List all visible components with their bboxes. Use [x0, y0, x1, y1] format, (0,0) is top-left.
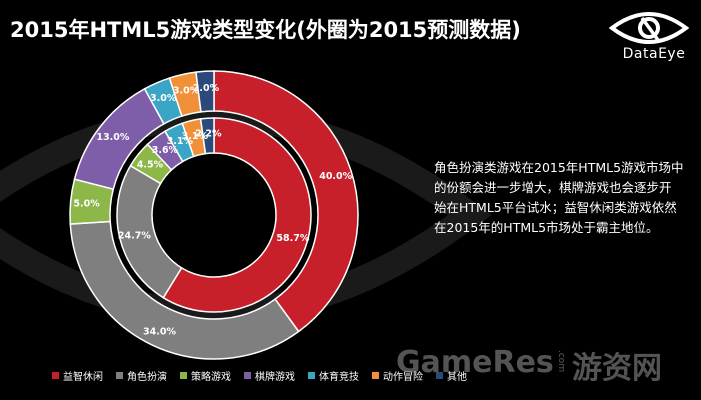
inner-data-label-6: 2.2% [195, 129, 222, 140]
legend-item: 棋牌游戏 [244, 368, 295, 383]
legend-item: 动作冒险 [372, 368, 423, 383]
legend-item: 角色扮演 [116, 368, 167, 383]
eye-logo-icon [608, 12, 690, 44]
legend-swatch [52, 371, 59, 379]
inner-slice-6 [199, 117, 215, 155]
legend-swatch [116, 371, 123, 379]
outer-slice-6 [195, 70, 215, 113]
legend-swatch [436, 371, 443, 379]
outer-data-label-0: 40.0% [319, 171, 352, 182]
legend-item: 体育竞技 [308, 368, 359, 383]
legend-label: 体育竞技 [319, 371, 359, 383]
watermark-com: .com [556, 350, 566, 373]
legend-item: 其他 [436, 368, 467, 383]
legend-label: 策略游戏 [191, 371, 231, 383]
outer-slice-0 [213, 70, 359, 333]
watermark-brand: GameRes [396, 345, 554, 380]
legend-label: 角色扮演 [127, 371, 167, 383]
description-line: 的份额会进一步增大，棋牌游戏也会逐步开 [434, 180, 672, 195]
inner-data-label-2: 4.5% [137, 159, 164, 170]
legend-swatch [372, 371, 379, 379]
legend-label: 棋牌游戏 [255, 371, 295, 383]
legend-swatch [244, 371, 251, 379]
description-line: 角色扮演类游戏在2015年HTML5游戏市场中 [434, 160, 684, 175]
inner-data-label-0: 58.7% [276, 233, 309, 244]
legend-label: 动作冒险 [383, 371, 423, 383]
outer-data-label-2: 5.0% [73, 199, 100, 210]
legend-item: 益智休闲 [52, 368, 103, 383]
description-line: 始在HTML5平台试水；益智休闲类游戏依然 [434, 200, 677, 215]
logo-text: DataEye [622, 46, 686, 62]
inner-data-label-4: 3.1% [167, 136, 194, 147]
page-title: 2015年HTML5游戏类型变化(外圈为2015预测数据) [10, 18, 521, 42]
inner-data-label-3: 3.6% [152, 145, 179, 156]
description-text: 角色扮演类游戏在2015年HTML5游戏市场中 的份额会进一步增大，棋牌游戏也会… [434, 158, 684, 238]
legend-swatch [308, 371, 315, 379]
outer-data-label-3: 13.0% [96, 132, 129, 143]
inner-data-label-1: 24.7% [118, 230, 151, 241]
watermark-cn: 游资网 [572, 351, 662, 386]
chart-legend: 益智休闲 角色扮演 策略游戏 棋牌游戏 体育竞技 动作冒险 其他 [52, 368, 480, 383]
outer-data-label-6: 2.0% [193, 83, 220, 94]
outer-data-label-4: 3.0% [150, 93, 177, 104]
inner-data-label-5: 3.1% [182, 131, 209, 142]
description-line: 在2015年的HTML5市场处于霸主地位。 [434, 220, 659, 235]
outer-data-label-1: 34.0% [143, 326, 176, 337]
legend-swatch [180, 371, 187, 379]
outer-data-label-5: 3.0% [173, 86, 200, 97]
legend-item: 策略游戏 [180, 368, 231, 383]
legend-label: 其他 [447, 371, 467, 383]
inner-slice-0 [162, 117, 312, 313]
legend-label: 益智休闲 [63, 371, 103, 383]
